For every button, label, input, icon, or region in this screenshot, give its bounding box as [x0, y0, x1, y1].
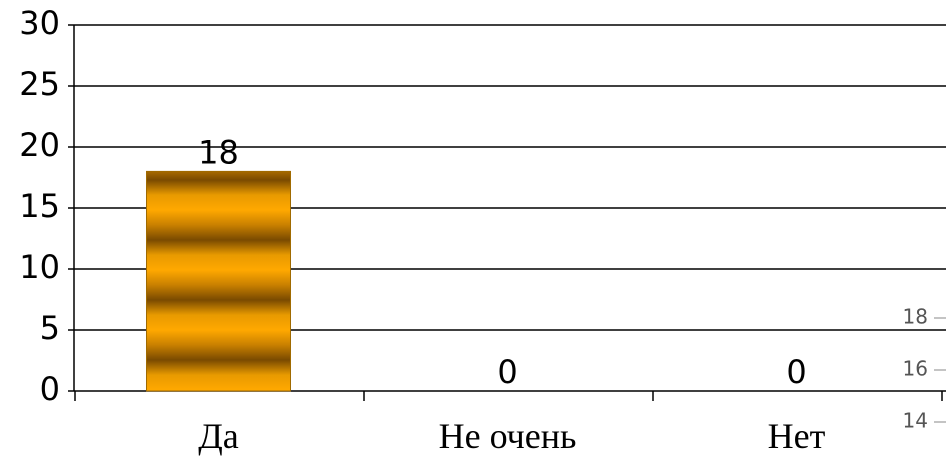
x-tick-label: Да [198, 416, 239, 456]
value-label: 0 [497, 353, 517, 391]
x-tick-label: Нет [768, 416, 826, 456]
y-tick-label: 10 [19, 248, 60, 286]
bar [146, 170, 291, 392]
y-tick-label: 20 [19, 126, 60, 164]
side-label: 14 [903, 409, 928, 433]
value-label: 18 [198, 133, 239, 171]
y-tick-label: 25 [19, 65, 60, 103]
x-tick-label: Не очень [439, 416, 577, 456]
y-tick-label: 5 [40, 309, 60, 347]
side-label: 16 [903, 357, 928, 381]
y-tick-label: 30 [19, 4, 60, 42]
value-label: 0 [786, 353, 806, 391]
y-tick-label: 15 [19, 187, 60, 225]
side-label: 18 [903, 305, 928, 329]
y-tick-label: 0 [40, 370, 60, 408]
